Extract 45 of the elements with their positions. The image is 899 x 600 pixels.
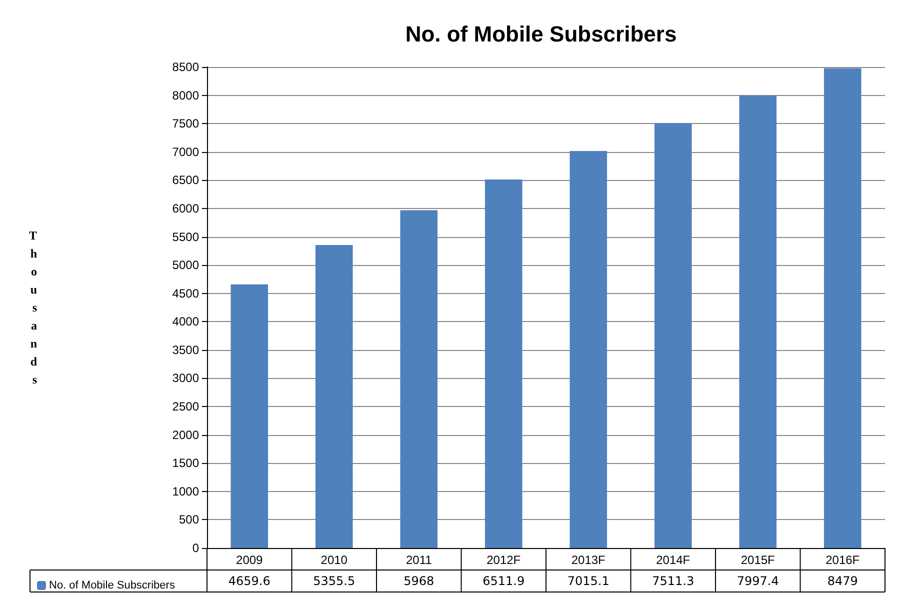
chart-title: No. of Mobile Subscribers: [405, 22, 677, 46]
y-tick-label: 0: [192, 541, 200, 555]
data-label: 7997.4: [736, 574, 779, 588]
y-tick-label: 8000: [172, 88, 200, 102]
x-tick-label: 2016F: [826, 553, 860, 567]
y-tick-label: 8500: [172, 60, 200, 74]
bar: [654, 122, 692, 548]
bar: [230, 284, 268, 548]
y-tick-label: 5500: [172, 230, 200, 244]
data-label: 4659.6: [228, 574, 270, 588]
x-tick-label: 2009: [236, 553, 264, 567]
y-tick-label: 2000: [172, 428, 200, 442]
bar: [484, 180, 522, 548]
data-label: 7015.1: [567, 574, 610, 588]
y-tick-label: 6500: [172, 173, 200, 188]
y-tick-label: 4000: [172, 314, 200, 329]
y-tick-label: 7000: [172, 144, 200, 159]
y-tick-label: 1500: [172, 456, 200, 470]
y-tick-label: 1000: [172, 484, 200, 498]
y-tick-label: 3500: [172, 342, 200, 357]
y-tick-label: 500: [178, 512, 200, 527]
y-tick-label: 5000: [172, 258, 200, 272]
bar: [315, 244, 353, 548]
x-tick-label: 2010: [320, 553, 348, 567]
data-label: 8479: [827, 574, 858, 588]
x-tick-label: 2011: [406, 553, 432, 567]
legend-label: No. of Mobile Subscribers: [49, 580, 176, 592]
x-tick-label: 2012F: [486, 553, 521, 567]
y-tick-label: 7500: [172, 116, 200, 131]
y-tick-label: 6000: [172, 201, 200, 216]
bar: [570, 151, 608, 548]
data-label: 5968: [404, 574, 434, 588]
data-label: 7511.3: [652, 574, 694, 588]
y-tick-label: 2500: [172, 400, 200, 414]
x-tick-label: 2013F: [571, 553, 606, 567]
y-tick-label: 3000: [172, 371, 200, 386]
x-tick-label: 2015F: [740, 553, 775, 567]
data-label: 6511.9: [482, 574, 525, 588]
data-label: 5355.5: [313, 574, 356, 588]
y-tick-label: 4500: [172, 286, 200, 300]
text: Thousands: [28, 228, 37, 386]
bar: [824, 68, 862, 548]
x-tick-label: 2014F: [656, 553, 690, 567]
bar: [739, 95, 777, 548]
bar: [400, 210, 438, 548]
